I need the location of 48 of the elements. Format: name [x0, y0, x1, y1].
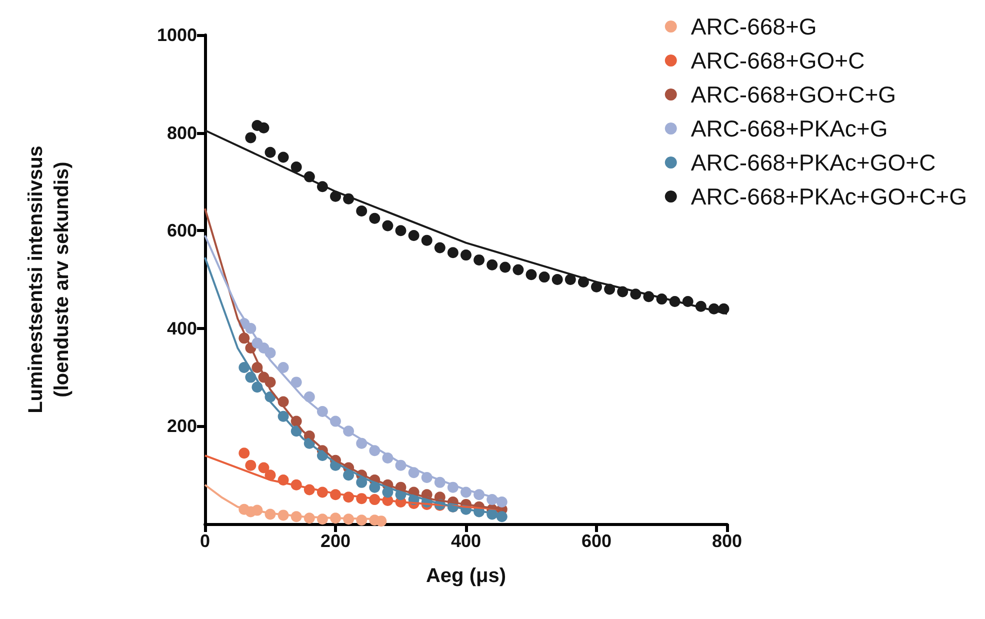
legend-label: ARC-668+G	[690, 14, 817, 40]
point	[258, 462, 270, 474]
point	[496, 496, 508, 508]
y-tick-label: 600	[166, 220, 197, 241]
point	[486, 259, 498, 270]
y-tick-label: 800	[166, 122, 197, 143]
point	[258, 122, 270, 134]
point	[408, 230, 420, 241]
point	[290, 162, 302, 173]
y-axis-title: Luminestsentsi intensiivsus (loenduste arv sekundis)	[25, 146, 73, 414]
point	[434, 242, 446, 254]
x-tick-label: 200	[320, 531, 351, 551]
point	[512, 264, 524, 276]
legend-label: ARC-668+GO+C	[690, 48, 865, 74]
point	[245, 132, 256, 144]
point	[421, 234, 432, 246]
point	[395, 225, 406, 236]
x-tick-label: 600	[581, 531, 612, 551]
point	[460, 250, 472, 261]
point	[382, 220, 394, 232]
point	[278, 362, 289, 374]
point	[238, 448, 250, 459]
x-tick-label: 0	[200, 531, 210, 551]
point	[343, 470, 354, 481]
point	[278, 152, 289, 163]
legend-label: ARC-668+GO+C+G	[690, 82, 896, 108]
point	[526, 269, 537, 280]
legend-label: ARC-668+PKAc+GO+C	[690, 150, 936, 176]
legend-label: ARC-668+PKAc+G	[690, 116, 888, 142]
legend-label: ARC-668+PKAc+GO+C+G	[690, 184, 967, 210]
point	[369, 212, 380, 224]
point	[264, 146, 276, 158]
y-tick-label: 1000	[156, 25, 197, 45]
x-tick-label: 400	[450, 531, 482, 551]
point	[552, 274, 563, 285]
point	[245, 460, 256, 471]
x-axis-title: Aeg (μs)	[426, 565, 506, 587]
point	[538, 272, 550, 283]
y-tick-label: 400	[166, 318, 197, 338]
y-tick-label: 200	[166, 416, 197, 436]
point	[447, 247, 458, 258]
point	[290, 376, 302, 388]
point	[500, 262, 511, 273]
x-tick-label: 800	[712, 531, 742, 551]
point	[474, 254, 485, 266]
point	[356, 476, 368, 488]
point	[564, 274, 576, 285]
point	[356, 206, 368, 217]
